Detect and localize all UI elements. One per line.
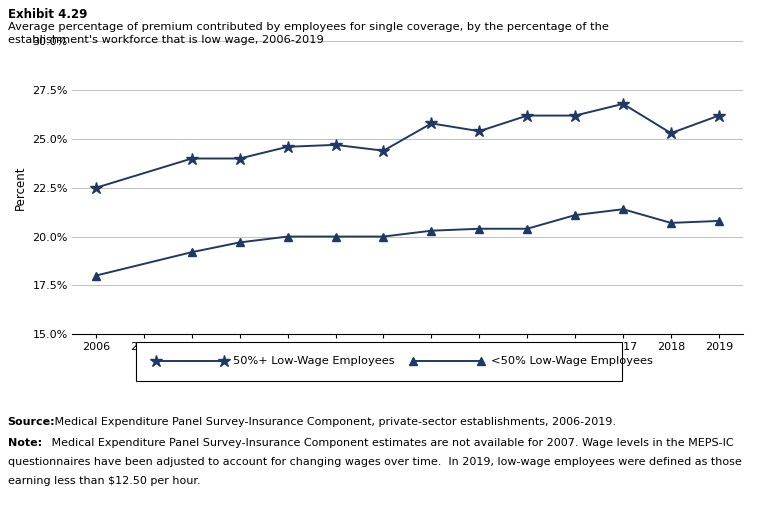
Text: Medical Expenditure Panel Survey-Insurance Component estimates are not available: Medical Expenditure Panel Survey-Insuran… (48, 438, 734, 448)
Text: Exhibit 4.29: Exhibit 4.29 (8, 8, 87, 21)
Text: 50%+ Low-Wage Employees: 50%+ Low-Wage Employees (233, 356, 395, 366)
Y-axis label: Percent: Percent (14, 166, 27, 210)
Text: Average percentage of premium contributed by employees for single coverage, by t: Average percentage of premium contribute… (8, 22, 609, 32)
Text: questionnaires have been adjusted to account for changing wages over time.  In 2: questionnaires have been adjusted to acc… (8, 457, 741, 467)
Text: Note:: Note: (8, 438, 42, 448)
Text: Medical Expenditure Panel Survey-Insurance Component, private-sector establishme: Medical Expenditure Panel Survey-Insuran… (51, 417, 615, 427)
Text: Source:: Source: (8, 417, 55, 427)
FancyBboxPatch shape (136, 342, 622, 381)
Text: establishment's workforce that is low wage, 2006-2019: establishment's workforce that is low wa… (8, 35, 324, 45)
Text: earning less than $12.50 per hour.: earning less than $12.50 per hour. (8, 476, 200, 486)
Text: <50% Low-Wage Employees: <50% Low-Wage Employees (490, 356, 653, 366)
